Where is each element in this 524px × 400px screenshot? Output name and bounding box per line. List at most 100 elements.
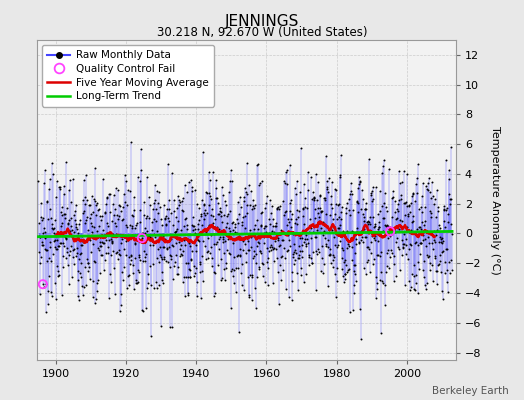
Point [394, 201, 402, 208]
Point [328, 205, 336, 212]
Point [157, 254, 166, 260]
Point [188, 188, 196, 194]
Point [399, 244, 407, 251]
Point [372, 184, 380, 190]
Point [330, 270, 339, 277]
Point [346, 191, 354, 198]
Point [216, 213, 225, 219]
Point [303, 168, 312, 175]
Point [115, 308, 124, 314]
Point [184, 274, 192, 280]
Point [332, 265, 341, 272]
Point [411, 287, 419, 294]
Legend: Raw Monthly Data, Quality Control Fail, Five Year Moving Average, Long-Term Tren: Raw Monthly Data, Quality Control Fail, … [42, 45, 214, 106]
Point [270, 245, 278, 251]
Point [105, 208, 114, 215]
Point [296, 235, 304, 241]
Point [329, 216, 337, 222]
Point [114, 213, 123, 219]
Point [322, 184, 331, 190]
Point [407, 227, 416, 233]
Point [106, 190, 115, 197]
Point [92, 295, 100, 302]
Point [408, 192, 416, 199]
Point [98, 239, 106, 246]
Point [405, 278, 413, 284]
Point [67, 223, 75, 230]
Point [124, 273, 133, 280]
Point [367, 188, 376, 194]
Point [117, 290, 125, 297]
Point [356, 306, 365, 312]
Point [321, 197, 329, 203]
Point [56, 240, 64, 246]
Point [106, 252, 115, 258]
Point [264, 282, 272, 288]
Point [375, 223, 383, 230]
Point [165, 244, 173, 250]
Point [438, 234, 446, 241]
Point [397, 192, 405, 198]
Point [364, 218, 373, 224]
Point [222, 260, 231, 266]
Point [93, 280, 102, 286]
Point [228, 220, 236, 226]
Point [260, 230, 269, 237]
Point [105, 191, 113, 197]
Point [199, 149, 208, 156]
Point [76, 250, 84, 257]
Point [341, 276, 350, 282]
Point [441, 259, 450, 265]
Point [57, 209, 65, 216]
Point [388, 194, 396, 201]
Point [77, 274, 85, 280]
Point [285, 236, 293, 243]
Point [69, 176, 78, 182]
Point [230, 254, 238, 260]
Point [107, 236, 115, 242]
Point [345, 212, 354, 219]
Point [269, 223, 278, 229]
Point [163, 246, 171, 252]
Point [292, 215, 300, 222]
Point [86, 211, 95, 218]
Point [392, 273, 400, 280]
Point [124, 235, 132, 241]
Point [168, 170, 176, 176]
Point [339, 246, 347, 253]
Point [61, 236, 70, 242]
Point [164, 214, 172, 221]
Point [385, 265, 394, 271]
Point [182, 260, 190, 266]
Point [69, 247, 77, 254]
Point [147, 234, 156, 241]
Point [314, 210, 322, 216]
Point [136, 207, 144, 213]
Point [279, 266, 287, 273]
Point [199, 278, 207, 284]
Point [373, 211, 381, 218]
Point [182, 222, 191, 228]
Point [291, 249, 300, 256]
Point [438, 240, 446, 246]
Point [273, 204, 281, 211]
Point [102, 201, 111, 207]
Point [243, 160, 251, 166]
Point [280, 245, 289, 252]
Point [207, 196, 215, 202]
Point [47, 292, 56, 299]
Point [292, 191, 300, 197]
Point [388, 249, 396, 256]
Point [269, 216, 277, 222]
Point [112, 185, 120, 191]
Point [40, 228, 49, 235]
Point [351, 250, 359, 256]
Point [39, 215, 47, 222]
Point [68, 227, 77, 234]
Point [238, 247, 247, 254]
Point [318, 255, 326, 262]
Point [95, 238, 104, 245]
Point [282, 286, 290, 293]
Point [354, 200, 362, 207]
Point [267, 230, 276, 236]
